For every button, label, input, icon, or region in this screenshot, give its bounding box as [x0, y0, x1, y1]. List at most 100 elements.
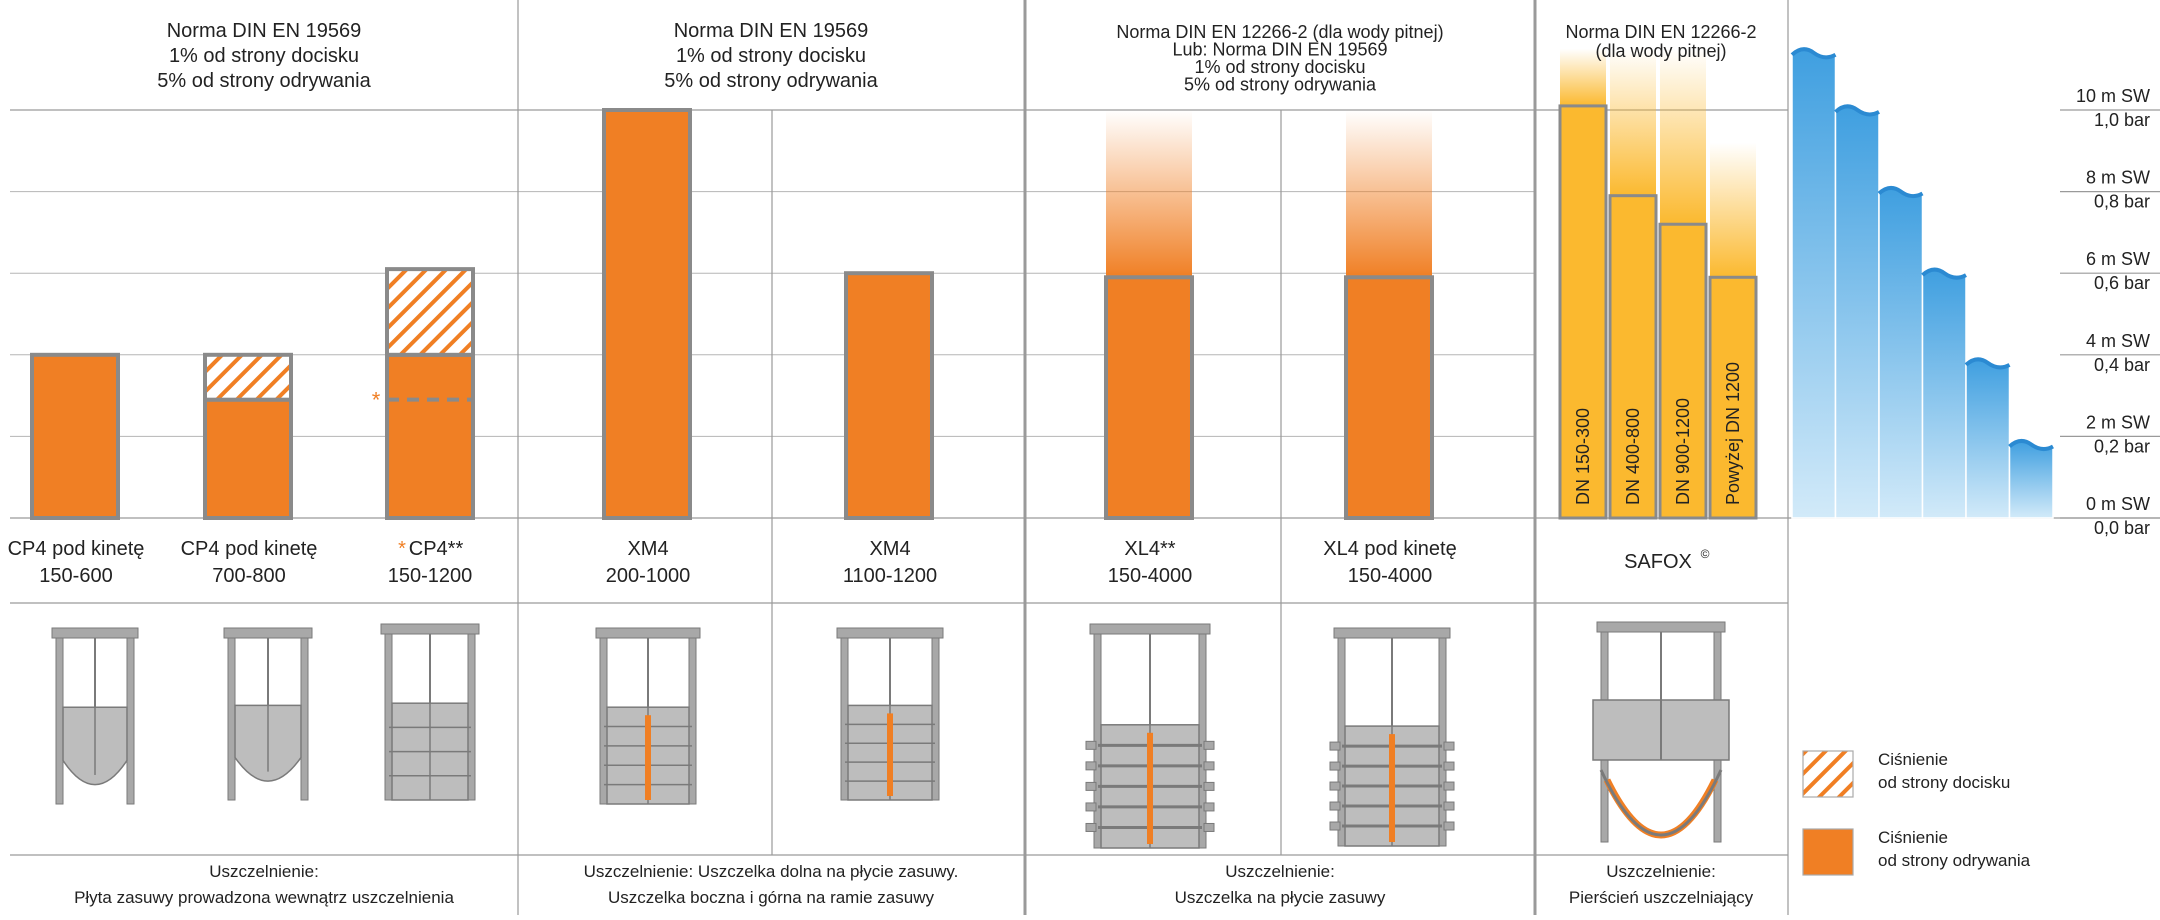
gate-frame-post	[227, 627, 236, 801]
safox-bar	[1608, 194, 1658, 520]
gate-bracket	[1329, 741, 1341, 751]
safox-gradient-extension	[1660, 48, 1706, 225]
legend-label: Ciśnienie	[1878, 750, 1948, 769]
gate-frame-post	[1438, 627, 1447, 847]
bar-odrywania	[385, 352, 475, 520]
gate-frame-post	[467, 623, 476, 801]
product-label: 200-1000	[606, 565, 691, 587]
legend-swatch-solid	[1802, 828, 1854, 876]
water-step	[1878, 187, 1924, 519]
header-text: Norma DIN EN 12266-2	[1565, 22, 1756, 42]
gate-bracket	[1203, 802, 1215, 812]
header-text: 5% od strony odrywania	[1184, 75, 1377, 95]
gate-bracket	[1085, 822, 1097, 832]
seal-text: Uszczelnienie:	[1225, 862, 1335, 881]
safox-bar	[1708, 275, 1758, 520]
gate-top-beam	[223, 627, 313, 639]
product-label-sup: ©	[1701, 547, 1710, 561]
gate-bracket	[1085, 740, 1097, 750]
safox-bar	[1658, 222, 1708, 520]
gate-orange-seal	[1147, 732, 1153, 844]
gate-bracket	[1329, 761, 1341, 771]
gate-bracket	[1443, 761, 1455, 771]
gate-top-beam	[380, 623, 480, 635]
gate-top-beam	[836, 627, 944, 639]
axis-label-bar: 0,0 bar	[2094, 518, 2150, 538]
gate-bracket	[1203, 822, 1215, 832]
water-wave	[1921, 267, 1967, 280]
gate-bracket	[1203, 781, 1215, 791]
bar-odrywania	[844, 271, 934, 521]
header-text: Norma DIN EN 19569	[167, 20, 362, 42]
gate-bracket	[1329, 821, 1341, 831]
water-wave	[1790, 47, 1837, 60]
water-step	[2008, 440, 2054, 519]
gate-top-beam	[1596, 621, 1726, 633]
seal-text: Uszczelka na płycie zasuwy	[1175, 888, 1386, 907]
gate-frame-post	[300, 627, 309, 801]
safox-bar-label: DN 150-300	[1573, 408, 1593, 505]
bar-odrywania	[30, 352, 120, 520]
bar-odrywania	[203, 397, 293, 520]
gate-xm4-1100-1200	[836, 627, 944, 801]
header-text: 1% od strony docisku	[1194, 57, 1365, 77]
gate-top-beam	[1089, 623, 1211, 635]
axis-label-sw: 4 m SW	[2086, 331, 2150, 351]
gate-xl4-kineta	[1329, 627, 1455, 847]
safox-gradient-extension	[1610, 48, 1656, 196]
product-label: CP4**	[409, 538, 464, 560]
bar-docisku	[385, 267, 475, 357]
gate-frame-post	[55, 627, 64, 805]
water-wave	[1877, 186, 1924, 199]
axis-label-bar: 1,0 bar	[2094, 110, 2150, 130]
product-label: CP4 pod kinetę	[181, 538, 318, 560]
gate-frame-post	[840, 627, 849, 801]
legend-swatch-hatch	[1802, 750, 1854, 798]
safox-bar-label: DN 400-800	[1623, 408, 1643, 505]
header-text: Norma DIN EN 12266-2 (dla wody pitnej)	[1116, 22, 1443, 42]
legend-label: od strony odrywania	[1878, 851, 2031, 870]
gate-illustrations	[51, 621, 1730, 849]
seal-text: Płyta zasuwy prowadzona wewnątrz uszczel…	[74, 888, 454, 907]
safox-gradient-extension	[1560, 48, 1606, 106]
gate-bracket	[1085, 781, 1097, 791]
bar-odrywania	[1104, 275, 1194, 520]
safox-bar-label: Powyżej DN 1200	[1723, 362, 1743, 505]
axis-label-bar: 0,2 bar	[2094, 436, 2150, 456]
legend-label: Ciśnienie	[1878, 828, 1948, 847]
gate-bracket	[1443, 801, 1455, 811]
text-layer: * DN 150-300 DN 400-800 DN 900-1200 Powyżej …	[8, 20, 2150, 907]
gate-cp4-700-800	[223, 627, 313, 801]
product-label: XL4**	[1124, 538, 1175, 560]
gate-bracket	[1085, 761, 1097, 771]
axis-label-sw: 0 m SW	[2086, 494, 2150, 514]
seal-text: Uszczelnienie:	[1606, 862, 1716, 881]
axis-label-sw: 8 m SW	[2086, 168, 2150, 188]
axis-label-bar: 0,6 bar	[2094, 273, 2150, 293]
safox-bar	[1558, 104, 1608, 520]
gate-orange-seal	[645, 715, 651, 800]
gate-cp4-150-1200	[380, 623, 480, 801]
seal-text: Uszczelnienie: Uszczelka dolna na płycie…	[584, 862, 959, 881]
gate-ring-frame	[1599, 769, 1723, 837]
axis-label-sw: 10 m SW	[2076, 86, 2150, 106]
bar-odrywania	[1344, 275, 1434, 520]
gate-frame-post	[1093, 623, 1102, 849]
header-text: 1% od strony docisku	[676, 45, 866, 67]
header-text: 1% od strony docisku	[169, 45, 359, 67]
gate-orange-seal	[1389, 734, 1395, 842]
gate-bracket	[1329, 781, 1341, 791]
seal-text: Uszczelka boczna i górna na ramie zasuwy	[608, 888, 934, 907]
product-label-star: *	[398, 538, 406, 560]
product-label: XM4	[627, 538, 668, 560]
gate-bracket	[1443, 821, 1455, 831]
header-text: Norma DIN EN 19569	[674, 20, 869, 42]
gradient-extension	[1346, 110, 1432, 278]
gate-frame-post	[126, 627, 135, 805]
product-label: 700-800	[212, 565, 285, 587]
gate-bracket	[1329, 801, 1341, 811]
axis-label-sw: 2 m SW	[2086, 412, 2150, 432]
legend-label: od strony docisku	[1878, 773, 2010, 792]
gate-cp4-150-600	[51, 627, 139, 805]
